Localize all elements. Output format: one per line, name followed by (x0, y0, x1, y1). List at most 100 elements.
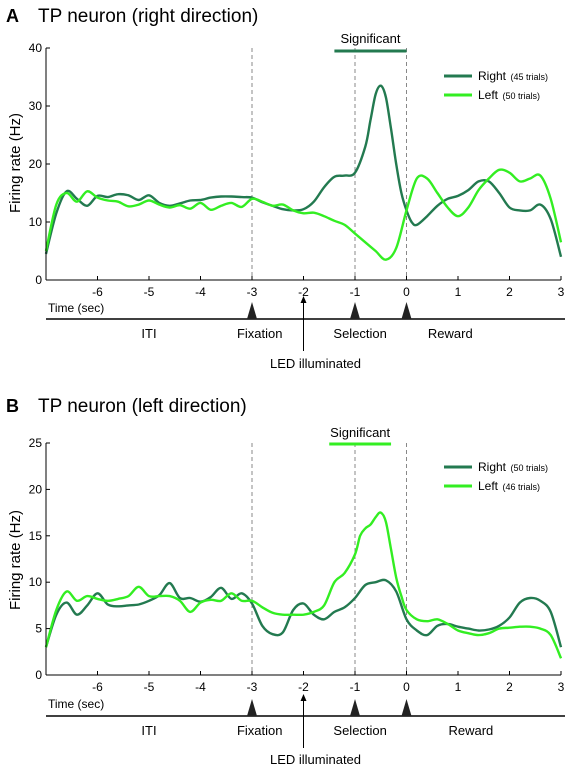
epoch-labels: ITI Fixation Selection Reward (141, 326, 472, 341)
x-tick-label: 2 (506, 285, 513, 299)
epoch-label: Reward (448, 723, 493, 738)
x-tick-label: -6 (92, 285, 103, 299)
x-tick-label: -4 (195, 680, 206, 694)
event-marker-triangle (247, 302, 257, 319)
significance-label: Significant (340, 31, 400, 46)
y-tick-label: 30 (29, 99, 43, 113)
time-axis-label: Time (sec) (48, 697, 104, 711)
x-tick-label: -6 (92, 680, 103, 694)
event-marker-triangle (401, 302, 412, 319)
significance-indicator: Significant (334, 31, 407, 53)
legend-item: Right (45 trials) (444, 67, 548, 84)
led-arrow-head (300, 694, 307, 701)
series-line-right (44, 84, 563, 258)
legend-entry: Left (46 trials) (478, 477, 540, 494)
x-tick-label: -3 (247, 285, 258, 299)
event-lines (251, 443, 407, 675)
legend: Right (45 trials) Left (50 trials) (444, 67, 548, 103)
event-markers (247, 699, 412, 716)
x-tick-label: 3 (558, 285, 565, 299)
event-marker-triangle (350, 302, 360, 319)
x-tick-label: -4 (195, 285, 206, 299)
x-tick-label: 0 (403, 285, 410, 299)
legend-item: Left (50 trials) (444, 86, 540, 103)
legend-entry: Right (50 trials) (478, 458, 548, 475)
x-tick-labels: -6 -5 -4 -3 -2 -1 0 1 2 3 (92, 285, 564, 299)
panel-letter: B (6, 396, 19, 416)
epoch-labels: ITI Fixation Selection Reward (141, 723, 493, 738)
x-tick-label: -2 (298, 680, 309, 694)
legend-item: Right (50 trials) (444, 458, 548, 475)
led-annotation: LED illuminated (270, 694, 361, 767)
epoch-label: Selection (333, 326, 386, 341)
led-label: LED illuminated (270, 356, 361, 371)
axes (45, 442, 562, 676)
epoch-label: ITI (141, 326, 156, 341)
legend-trial-count: (50 trials) (510, 463, 548, 473)
significance-label: Significant (330, 425, 390, 440)
x-tick-label: -5 (144, 285, 155, 299)
panel-b: B TP neuron (left direction) Significant… (6, 396, 565, 767)
legend: Right (50 trials) Left (46 trials) (444, 458, 548, 494)
legend-entry: Right (45 trials) (478, 67, 548, 84)
epoch-label: Fixation (237, 723, 283, 738)
y-axis-label: Firing rate (Hz) (7, 113, 24, 213)
series-lines (44, 84, 563, 261)
y-tick-label: 5 (35, 622, 42, 636)
legend-trial-count: (46 trials) (502, 482, 540, 492)
x-tick-label: 3 (558, 680, 565, 694)
series-line-left (44, 511, 563, 659)
epoch-label: ITI (141, 723, 156, 738)
plot-area: Significant 0 10 20 30 40 -6 -5 -4 -3 -2 -1 0 1 2 3 F… (7, 31, 565, 299)
legend-series-name: Right (478, 460, 507, 474)
x-tick-label: 2 (506, 680, 513, 694)
series-line-left (44, 168, 563, 261)
task-timeline: Time (sec) ITI Fixation Selection Reward LE… (46, 296, 565, 371)
legend-entry: Left (50 trials) (478, 86, 540, 103)
y-tick-label: 0 (35, 273, 42, 287)
panel-letter: A (6, 6, 19, 26)
event-markers (247, 302, 412, 319)
event-lines (251, 48, 407, 280)
legend-series-name: Left (478, 479, 499, 493)
y-tick-label: 40 (29, 41, 43, 55)
x-tick-label: -3 (247, 680, 258, 694)
legend-trial-count: (45 trials) (510, 72, 548, 82)
event-marker-triangle (401, 699, 412, 716)
y-tick-label: 25 (29, 436, 43, 450)
event-marker-triangle (350, 699, 360, 716)
x-tick-label: 1 (455, 680, 462, 694)
series-line-right (44, 578, 563, 648)
led-arrow-head (300, 296, 307, 303)
y-tick-label: 20 (29, 482, 43, 496)
x-tick-labels: -6 -5 -4 -3 -2 -1 0 1 2 3 (92, 680, 564, 694)
x-tick-label: -2 (298, 285, 309, 299)
panel-title: TP neuron (right direction) (38, 6, 258, 27)
x-tick-label: -1 (350, 680, 361, 694)
y-tick-labels: 0 10 20 30 40 (29, 41, 43, 287)
led-label: LED illuminated (270, 752, 361, 767)
epoch-label: Selection (333, 723, 386, 738)
significance-indicator: Significant (329, 425, 392, 446)
axes (45, 47, 562, 281)
y-tick-label: 10 (29, 575, 43, 589)
y-tick-label: 15 (29, 529, 43, 543)
epoch-label: Reward (428, 326, 473, 341)
led-annotation: LED illuminated (270, 296, 361, 371)
legend-series-name: Right (478, 69, 507, 83)
legend-series-name: Left (478, 88, 499, 102)
legend-item: Left (46 trials) (444, 477, 540, 494)
y-tick-label: 20 (29, 157, 43, 171)
epoch-label: Fixation (237, 326, 283, 341)
y-tick-labels: 0 5 10 15 20 25 (29, 436, 43, 682)
x-tick-label: -5 (144, 680, 155, 694)
x-tick-label: -1 (350, 285, 361, 299)
panel-title: TP neuron (left direction) (38, 396, 247, 417)
event-marker-triangle (247, 699, 257, 716)
series-lines (44, 511, 563, 659)
y-tick-label: 10 (29, 215, 43, 229)
y-tick-label: 0 (35, 668, 42, 682)
y-axis-label: Firing rate (Hz) (7, 510, 24, 610)
